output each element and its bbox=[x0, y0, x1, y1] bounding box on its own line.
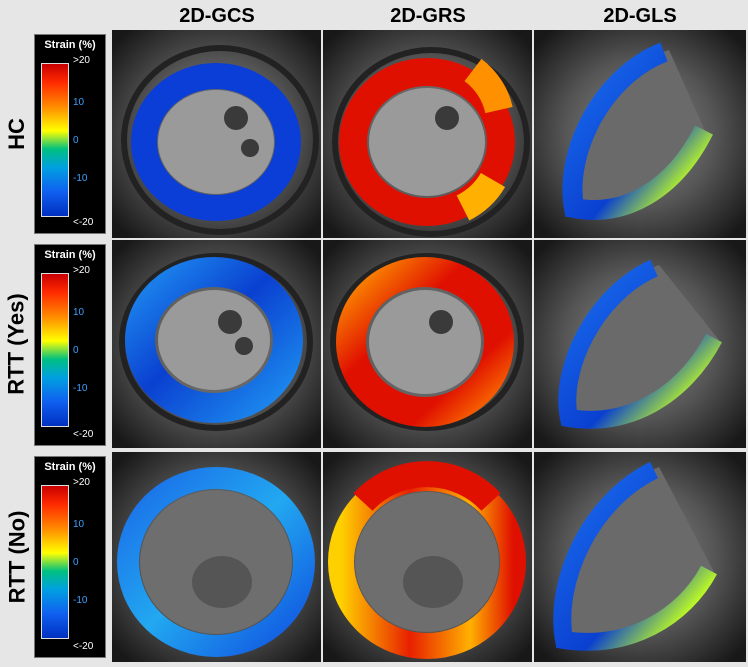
legend-tick-minus10: -10 bbox=[73, 173, 88, 184]
legend-tick-10: 10 bbox=[73, 307, 85, 318]
strain-legend-row1: Strain (%) >20 10 0 -10 <-20 bbox=[34, 34, 106, 234]
row-label-rtt-yes: RTT (Yes) bbox=[4, 293, 29, 395]
legend-tick-min: <-20 bbox=[73, 641, 94, 652]
panel-rtt-no-grs bbox=[323, 452, 532, 662]
legend-title: Strain (%) bbox=[44, 249, 96, 261]
column-title-gcs: 2D-GCS bbox=[179, 5, 255, 27]
column-title-gls: 2D-GLS bbox=[603, 5, 677, 27]
panel-rtt-yes-gcs bbox=[112, 240, 321, 448]
mri-image bbox=[112, 240, 321, 448]
mri-image bbox=[323, 240, 532, 448]
panel-hc-grs bbox=[323, 30, 532, 238]
mri-image bbox=[323, 30, 532, 238]
mri-image bbox=[534, 452, 746, 662]
row-label-rtt-no: RTT (No) bbox=[4, 510, 30, 604]
colorbar bbox=[41, 485, 69, 639]
panel-hc-gls bbox=[534, 30, 746, 238]
colorbar bbox=[41, 63, 69, 217]
colorbar bbox=[41, 273, 69, 427]
panel-rtt-no-gls bbox=[534, 452, 746, 662]
legend-tick-0: 0 bbox=[73, 557, 79, 568]
legend-title: Strain (%) bbox=[44, 461, 96, 473]
legend-tick-min: <-20 bbox=[73, 429, 94, 440]
legend-tick-max: >20 bbox=[73, 265, 90, 276]
row-label-hc: HC bbox=[4, 118, 29, 150]
legend-tick-minus10: -10 bbox=[73, 595, 88, 606]
legend-tick-max: >20 bbox=[73, 477, 90, 488]
strain-legend-row2: Strain (%) >20 10 0 -10 <-20 bbox=[34, 244, 106, 446]
strain-legend-row3: Strain (%) >20 10 0 -10 <-20 bbox=[34, 456, 106, 658]
panel-rtt-yes-gls bbox=[534, 240, 746, 448]
legend-tick-min: <-20 bbox=[73, 217, 94, 228]
mri-image bbox=[112, 452, 321, 662]
legend-tick-max: >20 bbox=[73, 55, 90, 66]
legend-tick-0: 0 bbox=[73, 345, 79, 356]
legend-tick-minus10: -10 bbox=[73, 383, 88, 394]
panel-rtt-no-gcs bbox=[112, 452, 321, 662]
legend-tick-10: 10 bbox=[73, 519, 85, 530]
panel-rtt-yes-grs bbox=[323, 240, 532, 448]
panel-hc-gcs bbox=[112, 30, 321, 238]
legend-title: Strain (%) bbox=[44, 39, 96, 51]
legend-tick-0: 0 bbox=[73, 135, 79, 146]
legend-tick-10: 10 bbox=[73, 97, 85, 108]
mri-image bbox=[534, 240, 746, 448]
mri-image bbox=[323, 452, 532, 662]
mri-image bbox=[112, 30, 321, 238]
column-title-grs: 2D-GRS bbox=[390, 5, 466, 27]
mri-image bbox=[534, 30, 746, 238]
